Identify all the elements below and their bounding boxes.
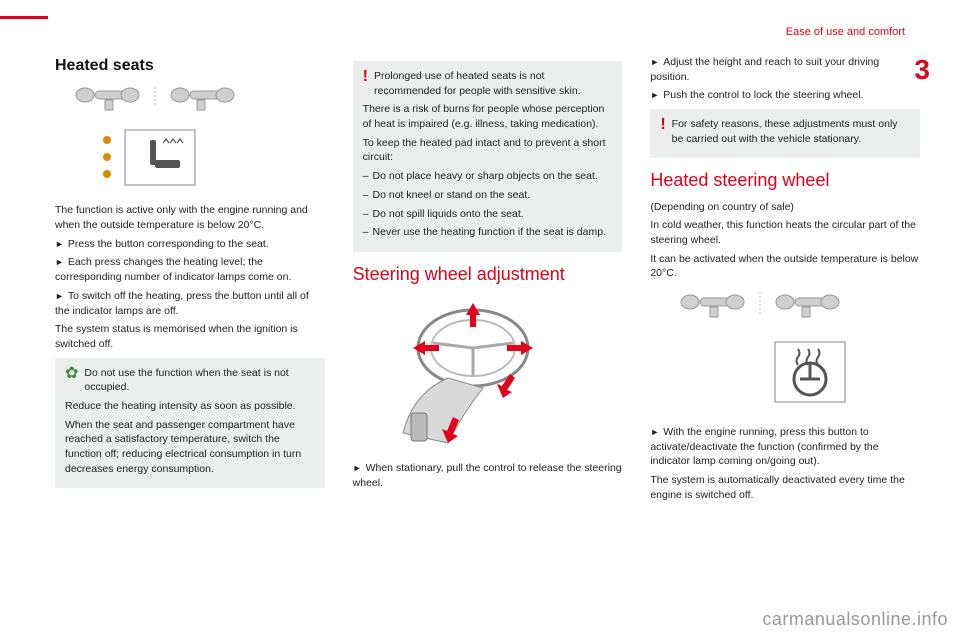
steering-adjust-figure [353,293,623,453]
heated-wheel-auto-off: The system is automatically deactivated … [650,473,920,502]
env-notice: ✿ Do not use the function when the seat … [55,358,325,489]
heated-wheel-temp: It can be activated when the outside tem… [650,252,920,281]
heated-seats-title: Heated seats [55,55,325,77]
step-adjust-height: Adjust the height and reach to suit your… [650,55,920,84]
step-switch-off: To switch off the heating, press the but… [55,289,325,318]
heated-seats-figure [55,85,325,195]
warn-line2: There is a risk of burns for people whos… [363,102,613,131]
step-release-wheel: When stationary, pull the control to rel… [353,461,623,490]
content-columns: Heated seats [55,55,920,507]
warning-stationary: ! For safety reasons, these adjustments … [650,109,920,158]
heated-wheel-desc: In cold weather, this function heats the… [650,218,920,247]
warning-icon: ! [660,117,665,133]
heated-wheel-depend: (Depending on country of sale) [650,200,920,215]
warn-stationary-text: For safety reasons, these adjustments mu… [660,117,910,146]
heated-seats-intro: The function is active only with the eng… [55,203,325,232]
column-2: ! Prolonged use of heated seats is not r… [353,55,623,507]
column-3: Adjust the height and reach to suit your… [650,55,920,507]
steering-adjust-title: Steering wheel adjustment [353,262,623,287]
warn-line1: Prolonged use of heated seats is not rec… [363,69,613,98]
heated-wheel-title: Heated steering wheel [650,168,920,193]
status-memorised: The system status is memorised when the … [55,322,325,351]
env-line2: Reduce the heating intensity as soon as … [65,399,315,414]
env-line1: Do not use the function when the seat is… [65,366,315,395]
env-line3: When the seat and passenger compartment … [65,418,315,477]
warn-line3: To keep the heated pad intact and to pre… [363,136,613,165]
warn-d1: Do not place heavy or sharp objects on t… [363,169,613,184]
step-lock-wheel: Push the control to lock the steering wh… [650,88,920,103]
watermark: carmanualsonline.info [762,607,948,632]
warning-heated-seats: ! Prolonged use of heated seats is not r… [353,61,623,252]
step-change-level: Each press changes the heating level; th… [55,255,325,284]
warn-d4: Never use the heating function if the se… [363,225,613,240]
leaf-icon: ✿ [65,366,78,382]
heated-wheel-figure [650,287,920,417]
section-header: Ease of use and comfort [786,25,905,40]
step-press-button: Press the button corresponding to the se… [55,237,325,252]
column-1: Heated seats [55,55,325,507]
warn-d3: Do not spill liquids onto the seat. [363,207,613,222]
chapter-number: 3 [914,50,930,89]
warning-icon: ! [363,69,368,85]
warn-d2: Do not kneel or stand on the seat. [363,188,613,203]
step-activate-wheel-heat: With the engine running, press this butt… [650,425,920,469]
accent-bar [0,16,48,19]
